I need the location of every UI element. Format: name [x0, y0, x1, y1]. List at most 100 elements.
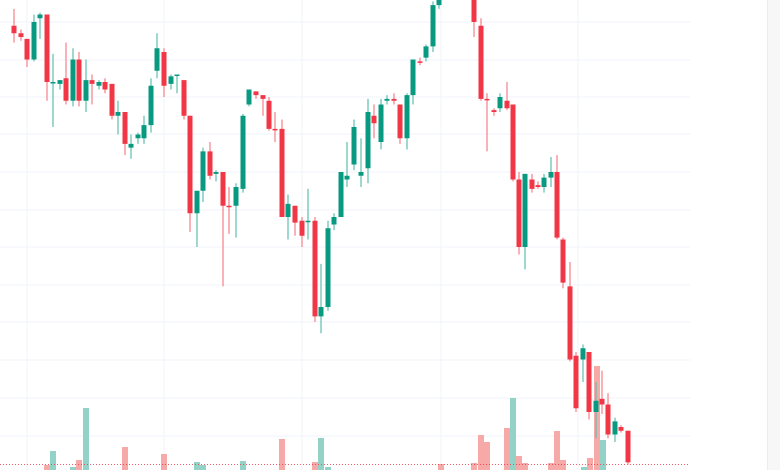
candle-body — [580, 348, 586, 360]
candle-body — [504, 100, 510, 109]
volume-bar — [560, 460, 566, 470]
candle-body — [292, 205, 298, 223]
candle-body — [548, 172, 554, 178]
candle-body — [272, 128, 278, 131]
volume-bar — [83, 408, 89, 470]
candle-body — [541, 177, 547, 187]
candle-body — [593, 400, 599, 412]
volume-bar — [70, 467, 76, 470]
candle-body — [371, 115, 377, 124]
volume-bar — [194, 462, 200, 470]
candle-body — [305, 220, 311, 223]
candle-body — [115, 112, 121, 116]
candle-body — [200, 151, 206, 191]
candle-body — [96, 82, 102, 86]
candle-body — [83, 80, 89, 101]
volume-bar — [548, 463, 554, 470]
candle-body — [430, 5, 436, 47]
candle-body — [573, 355, 579, 409]
candle-body — [11, 25, 17, 34]
candle-body — [226, 205, 232, 208]
volume-bar — [50, 451, 56, 470]
candle-body — [554, 172, 560, 238]
candle-body — [516, 179, 522, 247]
candle-body — [194, 190, 200, 214]
candle-body — [50, 82, 56, 84]
candle-body — [484, 98, 490, 101]
candle-body — [266, 100, 272, 129]
candle-body — [44, 14, 50, 82]
candle-body — [154, 48, 160, 71]
candle-body — [618, 427, 624, 431]
candle-body — [37, 14, 43, 19]
candle-body — [318, 307, 324, 317]
candle-body — [331, 217, 337, 225]
volume-bar — [478, 435, 484, 470]
candle-body — [128, 143, 134, 148]
candle-body — [135, 134, 141, 139]
candle-body — [181, 80, 187, 116]
candle-body — [325, 228, 331, 307]
candle-body — [351, 127, 357, 165]
candle-body — [599, 398, 605, 405]
candle-body — [404, 95, 410, 139]
candle-body — [586, 352, 592, 412]
candle-body — [625, 430, 631, 463]
volume-bar — [200, 465, 206, 470]
candle-body — [102, 82, 108, 90]
volume-bar — [279, 439, 285, 470]
candle-body — [338, 172, 344, 217]
candle-body — [299, 220, 305, 236]
candle-body — [57, 80, 63, 84]
volume-bar — [325, 467, 331, 470]
candle-body — [260, 95, 266, 99]
price-axis[interactable]: 24,300.0024,200.0024,100.0024,000.0023,9… — [690, 0, 780, 470]
candle-body — [18, 33, 24, 37]
candle-body — [63, 78, 69, 101]
candle-body — [471, 0, 477, 22]
candle-body — [410, 59, 416, 96]
volume-bar — [587, 458, 593, 470]
volume-bar — [312, 462, 318, 470]
candle-body — [397, 104, 403, 139]
volume-bar — [594, 366, 600, 470]
candle-body — [207, 151, 213, 176]
volume-bar — [122, 447, 128, 470]
candle-body — [233, 187, 239, 206]
volume-bar — [438, 464, 444, 470]
volume-bar — [600, 440, 606, 470]
candle-body — [567, 286, 573, 360]
candle-body — [365, 112, 371, 169]
axis-scroll-edge — [767, 0, 780, 470]
candle-body — [491, 110, 497, 112]
candle-body — [522, 173, 528, 247]
candle-body — [220, 172, 226, 206]
candle-body — [70, 59, 76, 101]
volume-bar — [581, 467, 587, 470]
volume-bar — [504, 428, 510, 470]
candle-body — [497, 97, 503, 109]
chart-pane[interactable] — [0, 0, 690, 470]
candle-body — [253, 91, 259, 96]
candle-body — [423, 46, 429, 58]
candle-body — [384, 98, 390, 101]
candle-body — [246, 89, 252, 105]
candle-body — [89, 80, 95, 84]
candlestick-chart[interactable] — [0, 0, 690, 470]
volume-bar — [484, 442, 490, 470]
candle-body — [535, 185, 541, 187]
candle-body — [605, 404, 611, 435]
candle-body — [141, 125, 147, 139]
candle-body — [148, 85, 154, 126]
volume-bar — [554, 431, 560, 470]
candle-body — [122, 112, 128, 144]
candle-body — [213, 172, 219, 174]
candle-body — [612, 421, 618, 435]
candle-body — [417, 61, 423, 63]
candle-body — [510, 104, 516, 180]
candle-body — [240, 115, 246, 189]
candle-body — [478, 25, 484, 99]
candle-body — [312, 220, 318, 317]
candle-body — [168, 76, 174, 84]
candle-body — [436, 0, 442, 6]
